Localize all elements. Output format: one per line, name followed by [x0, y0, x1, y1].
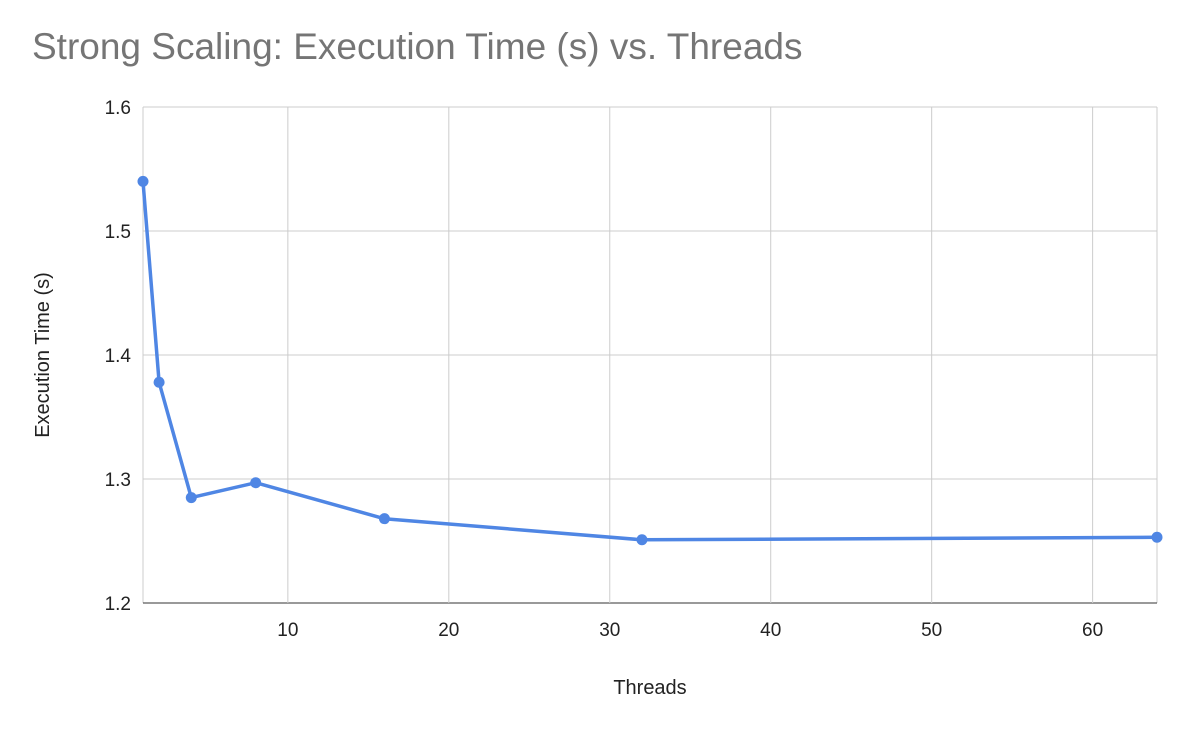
y-tick-label: 1.6: [105, 98, 131, 119]
data-point: [137, 175, 149, 187]
x-tick-label: 40: [760, 620, 781, 641]
data-point: [250, 477, 262, 489]
x-tick-label: 10: [277, 620, 298, 641]
x-tick-labels: 10 20 30 40 50 60: [277, 620, 1103, 641]
data-point: [185, 492, 197, 504]
y-tick-label: 1.4: [105, 346, 132, 367]
x-tick-label: 20: [438, 620, 459, 641]
x-axis-title: Threads: [613, 677, 686, 699]
x-tick-label: 30: [599, 620, 620, 641]
y-tick-label: 1.5: [105, 222, 131, 243]
y-tick-label: 1.3: [105, 470, 131, 491]
data-point: [378, 513, 390, 525]
data-point: [153, 376, 165, 388]
data-point: [636, 534, 648, 546]
x-tick-label: 60: [1082, 620, 1103, 641]
chart-title: Strong Scaling: Execution Time (s) vs. T…: [32, 26, 803, 67]
x-tick-label: 50: [921, 620, 942, 641]
series-line: [141, 179, 1159, 542]
y-axis-title: Execution Time (s): [32, 272, 54, 438]
y-tick-labels: 1.2 1.3 1.4 1.5 1.6: [105, 98, 132, 615]
y-tick-label: 1.2: [105, 594, 131, 615]
grid-lines: [142, 106, 1158, 604]
data-series: [137, 175, 1163, 546]
data-point: [1151, 531, 1163, 543]
